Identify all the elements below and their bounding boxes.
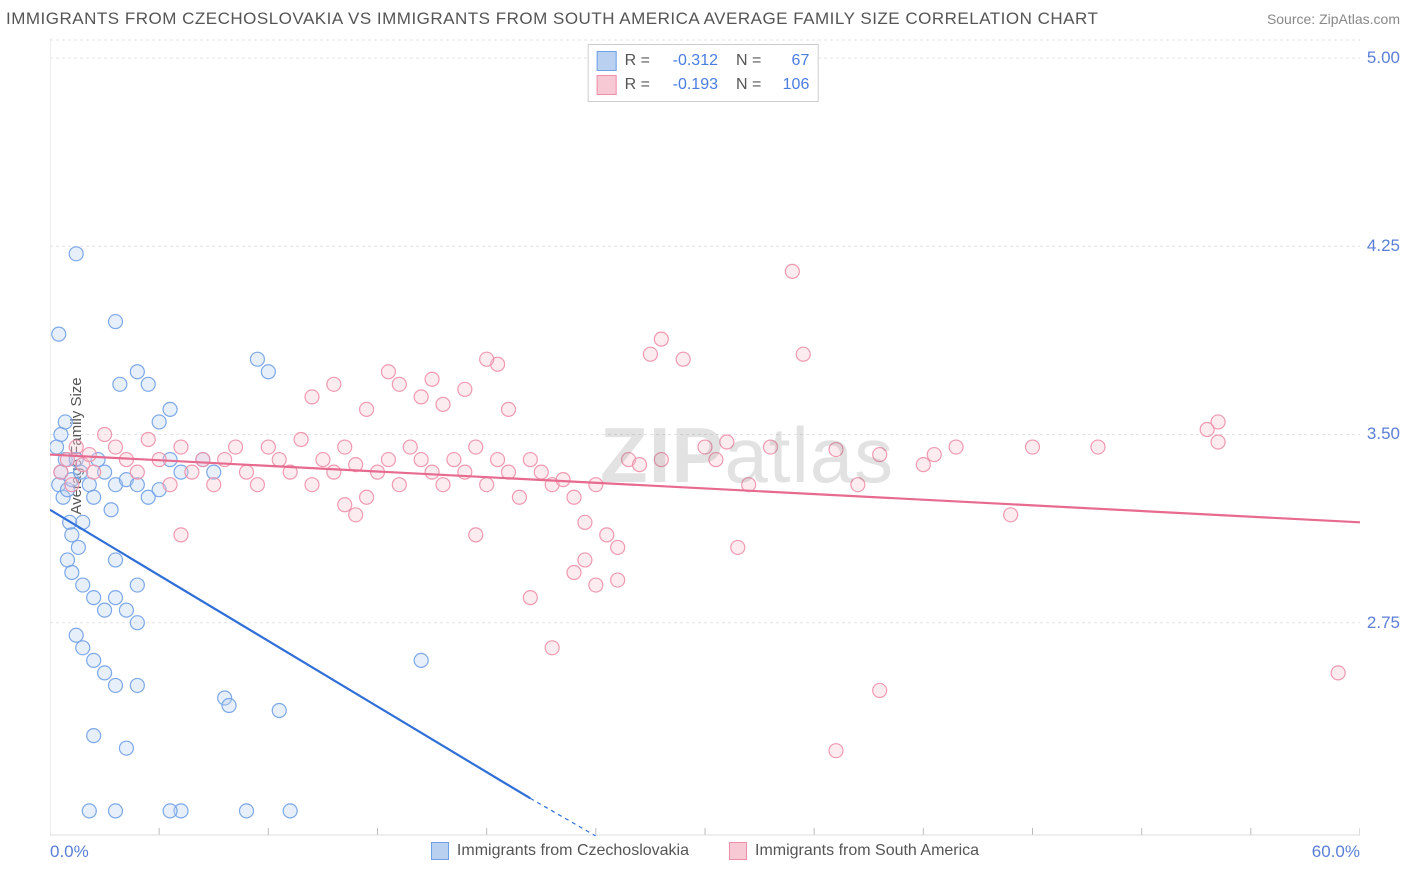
x-axis-max-label: 60.0%: [1312, 842, 1360, 862]
y-tick-label: 2.75: [1367, 613, 1400, 633]
x-axis: 0.0% Immigrants from CzechoslovakiaImmig…: [50, 836, 1360, 892]
chart-title: IMMIGRANTS FROM CZECHOSLOVAKIA VS IMMIGR…: [6, 9, 1098, 29]
plot-area: [50, 38, 1360, 836]
series-swatch: [729, 842, 747, 860]
stat-value-n: 67: [769, 52, 809, 70]
stat-label-n: N =: [736, 76, 761, 94]
legend: Immigrants from Czechoslovakia Immigrants…: [50, 842, 1360, 860]
legend-item: Immigrants from South America: [729, 842, 979, 860]
series-swatch: [431, 842, 449, 860]
series-swatch: [597, 75, 617, 95]
series-swatch: [597, 51, 617, 71]
stat-label-r: R =: [625, 76, 650, 94]
stat-label-n: N =: [736, 52, 761, 70]
stats-row: R = -0.193 N = 106: [591, 73, 816, 97]
scatter-chart: [50, 38, 1360, 836]
legend-label: Immigrants from South America: [755, 842, 979, 860]
stats-legend-box: R = -0.312 N = 67 R = -0.193 N = 106: [588, 44, 819, 102]
y-tick-label: 4.25: [1367, 236, 1400, 256]
y-axis-ticks: 2.75 3.50 4.25 5.00: [1360, 38, 1406, 836]
stat-value-r: -0.312: [658, 52, 718, 70]
source-label: Source: ZipAtlas.com: [1267, 11, 1400, 27]
legend-label: Immigrants from Czechoslovakia: [457, 842, 689, 860]
stat-value-n: 106: [769, 76, 809, 94]
stat-value-r: -0.193: [658, 76, 718, 94]
y-tick-label: 5.00: [1367, 48, 1400, 68]
stat-label-r: R =: [625, 52, 650, 70]
stats-row: R = -0.312 N = 67: [591, 49, 816, 73]
legend-item: Immigrants from Czechoslovakia: [431, 842, 689, 860]
y-tick-label: 3.50: [1367, 424, 1400, 444]
